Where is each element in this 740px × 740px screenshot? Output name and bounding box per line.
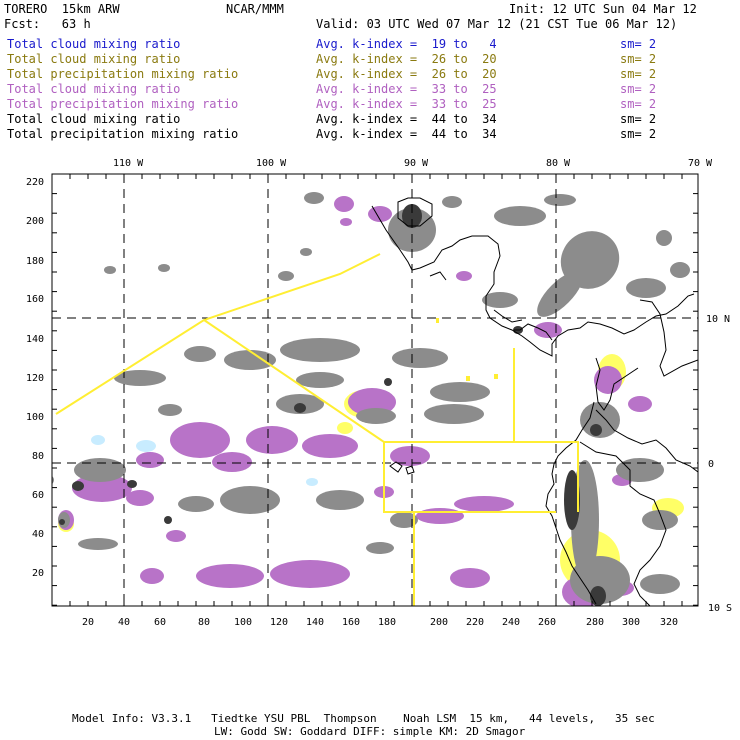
legend-field: Total cloud mixing ratio: [7, 52, 181, 66]
x-tick-label: 300: [622, 617, 640, 628]
x-tick-label: 100: [234, 617, 252, 628]
waypoint-markers: [436, 318, 498, 381]
legend-field: Total cloud mixing ratio: [7, 112, 181, 126]
graticule: [52, 174, 698, 606]
x-tick-label: 60: [154, 617, 166, 628]
legend-field: Total precipitation mixing ratio: [7, 127, 239, 141]
y-tick-labels: 220 200 180 160 140 120 100 80 60 40 20: [26, 177, 44, 579]
legend-smoothing: sm= 2: [620, 97, 657, 111]
legend-kindex: Avg. k-index = 33 to 25: [316, 97, 497, 111]
top-lon-label: 100 W: [256, 158, 287, 169]
forecast-hour: Fcst: 63 h: [4, 17, 91, 31]
y-tick-label: 80: [32, 451, 44, 462]
x-tick-label: 280: [586, 617, 604, 628]
legend-smoothing: sm= 2: [620, 127, 657, 141]
x-tick-label: 120: [270, 617, 288, 628]
magenta-cloud-areas: [58, 196, 652, 606]
legend-smoothing: sm= 2: [620, 82, 657, 96]
top-lon-label: 80 W: [546, 158, 571, 169]
legend-kindex: Avg. k-index = 33 to 25: [316, 82, 497, 96]
dark-cloud-cores: [59, 204, 606, 606]
legend-kindex: Avg. k-index = 26 to 20: [316, 67, 497, 81]
legend-field: Total precipitation mixing ratio: [7, 67, 239, 81]
legend-smoothing: sm= 2: [620, 52, 657, 66]
cyan-cloud-areas: [91, 435, 318, 486]
legend-smoothing: sm= 2: [620, 67, 657, 81]
x-tick-label: 140: [306, 617, 324, 628]
top-lon-label: 90 W: [404, 158, 429, 169]
legend-smoothing: sm= 2: [620, 37, 657, 51]
right-lat-label: 10 S: [708, 603, 732, 614]
y-tick-label: 60: [32, 490, 44, 501]
y-tick-label: 180: [26, 256, 44, 267]
x-tick-label: 180: [378, 617, 396, 628]
legend-kindex: Avg. k-index = 44 to 34: [316, 127, 497, 141]
x-tick-label: 240: [502, 617, 520, 628]
organization-label: NCAR/MMM: [226, 2, 284, 16]
valid-time: Valid: 03 UTC Wed 07 Mar 12 (21 CST Tue …: [316, 17, 678, 31]
x-tick-label: 200: [430, 617, 448, 628]
legend-field: Total precipitation mixing ratio: [7, 97, 239, 111]
y-tick-label: 120: [26, 373, 44, 384]
coastlines: [371, 197, 698, 606]
y-tick-label: 200: [26, 216, 44, 227]
y-tick-label: 40: [32, 529, 44, 540]
gray-cloud-areas: [52, 192, 690, 604]
legend-kindex: Avg. k-index = 19 to 4: [316, 37, 497, 51]
model-info: Model Info: V3.3.1 Tiedtke YSU PBL Thomp…: [72, 712, 655, 725]
right-lat-label: 10 N: [706, 314, 730, 325]
legend-smoothing: sm= 2: [620, 112, 657, 126]
legend-kindex: Avg. k-index = 44 to 34: [316, 112, 497, 126]
x-tick-label: 320: [660, 617, 678, 628]
legend-field: Total cloud mixing ratio: [7, 37, 181, 51]
top-lon-label: 70 W: [688, 158, 713, 169]
model-title: TORERO 15km ARW: [4, 2, 120, 16]
y-tick-label: 20: [32, 568, 44, 579]
legend-kindex: Avg. k-index = 26 to 20: [316, 52, 497, 66]
map-field-layer: [52, 174, 698, 606]
y-tick-label: 100: [26, 412, 44, 423]
x-tick-labels: 20 40 60 80 100 120 140 160 180 200 220 …: [82, 617, 678, 628]
x-tick-label: 40: [118, 617, 130, 628]
x-tick-label: 220: [466, 617, 484, 628]
init-time: Init: 12 UTC Sun 04 Mar 12: [509, 2, 697, 16]
top-lon-label: 110 W: [113, 158, 144, 169]
x-tick-label: 160: [342, 617, 360, 628]
axis-ticks: [51, 173, 698, 606]
y-tick-label: 220: [26, 177, 44, 188]
right-lat-label: 0: [708, 459, 714, 470]
flight-tracks: [55, 253, 579, 606]
x-tick-label: 80: [198, 617, 210, 628]
x-tick-label: 20: [82, 617, 94, 628]
y-tick-label: 160: [26, 294, 44, 305]
x-tick-label: 260: [538, 617, 556, 628]
y-tick-label: 140: [26, 334, 44, 345]
physics-info: LW: Godd SW: Goddard DIFF: simple KM: 2D…: [214, 725, 526, 738]
legend-field: Total cloud mixing ratio: [7, 82, 181, 96]
